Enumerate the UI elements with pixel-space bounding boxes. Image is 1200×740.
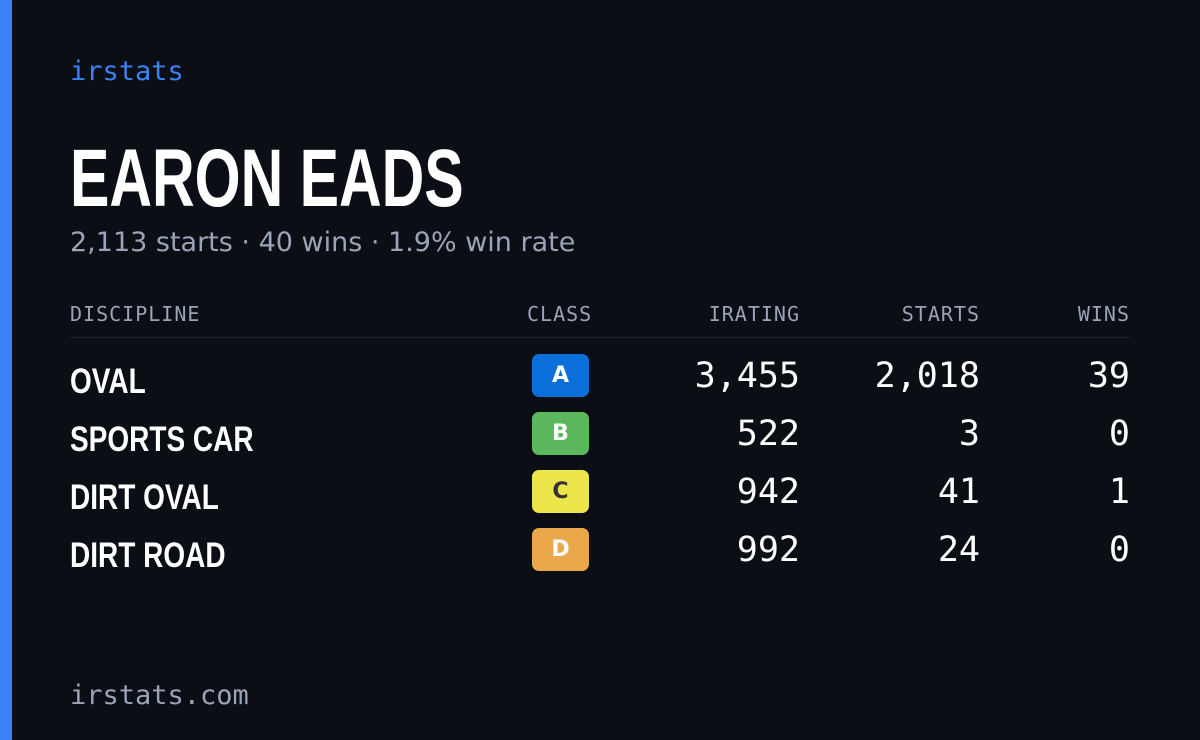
starts-value: 3 — [958, 414, 980, 454]
wins-value: 1 — [1108, 472, 1130, 512]
discipline-name: SPORTS CAR — [70, 420, 254, 459]
header-starts: STARTS — [901, 302, 980, 326]
wins-value: 39 — [1087, 356, 1130, 396]
table-row: DIRT OVAL C 942 41 1 — [0, 470, 1200, 528]
class-badge: D — [532, 528, 589, 571]
header-wins: WINS — [1077, 302, 1130, 326]
player-summary: 2,113 starts · 40 wins · 1.9% win rate — [70, 227, 576, 258]
header-irating: IRATING — [708, 302, 800, 326]
class-badge: A — [532, 354, 589, 397]
accent-bar — [0, 0, 12, 740]
irating-value: 992 — [736, 530, 800, 570]
wins-value: 0 — [1108, 414, 1130, 454]
irating-value: 942 — [736, 472, 800, 512]
irating-value: 3,455 — [694, 356, 800, 396]
header-discipline: DISCIPLINE — [70, 302, 201, 326]
header-divider — [70, 337, 1130, 338]
class-badge: B — [532, 412, 589, 455]
brand-logo: irstats — [70, 56, 184, 87]
irating-value: 522 — [736, 414, 800, 454]
starts-value: 41 — [937, 472, 980, 512]
discipline-name: DIRT ROAD — [70, 536, 226, 575]
discipline-name: DIRT OVAL — [70, 478, 219, 517]
table-row: DIRT ROAD D 992 24 0 — [0, 528, 1200, 586]
table-row: OVAL A 3,455 2,018 39 — [0, 354, 1200, 412]
table-row: SPORTS CAR B 522 3 0 — [0, 412, 1200, 470]
footer-url: irstats.com — [70, 680, 249, 711]
wins-value: 0 — [1108, 530, 1130, 570]
header-class: CLASS — [527, 302, 593, 326]
starts-value: 24 — [937, 530, 980, 570]
discipline-name: OVAL — [70, 362, 146, 401]
player-name: EARON EADS — [70, 133, 464, 224]
starts-value: 2,018 — [874, 356, 980, 396]
class-badge: C — [532, 470, 589, 513]
